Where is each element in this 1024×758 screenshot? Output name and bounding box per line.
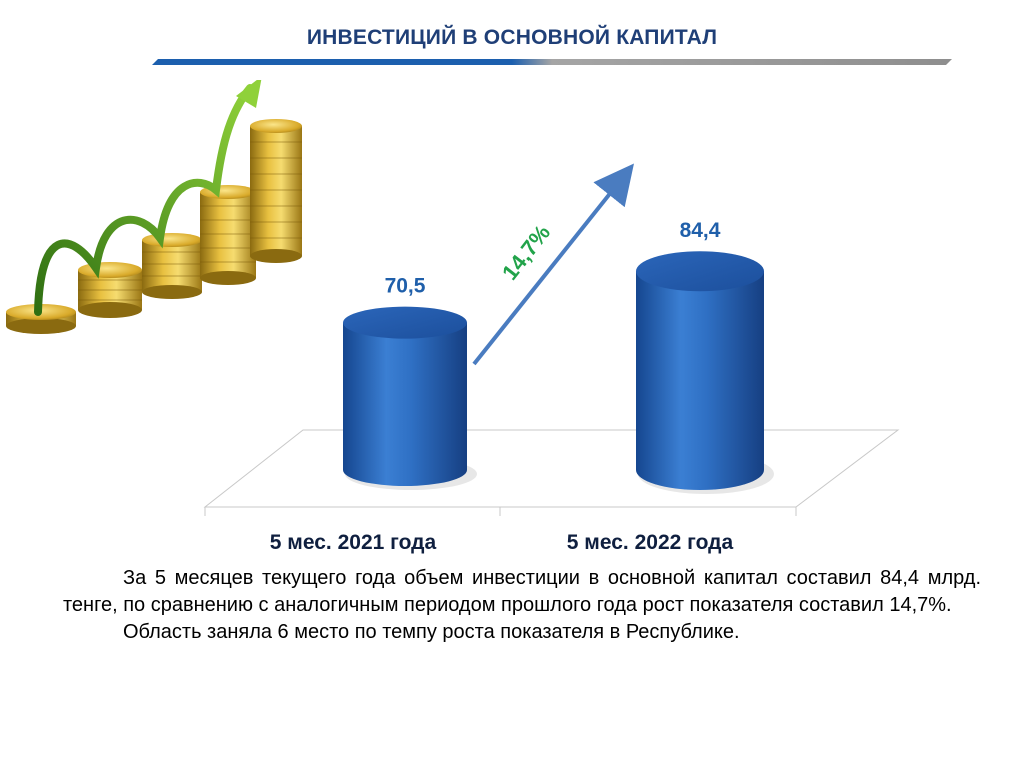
chart-floor: [203, 429, 900, 508]
title-underline: [152, 59, 952, 65]
description-paragraph-2: Область заняла 6 место по темпу роста по…: [123, 621, 740, 643]
description-text: За 5 месяцев текущего года объем инвести…: [63, 565, 981, 646]
value-label-1: 70,5: [385, 275, 426, 298]
bar-2: [636, 251, 774, 494]
growth-arrow: [472, 163, 634, 366]
description-paragraph-1: За 5 месяцев текущего года объем инвести…: [63, 567, 981, 616]
page-title: ИНВЕСТИЦИЙ В ОСНОВНОЙ КАПИТАЛ: [306, 26, 718, 49]
coin-stacks-growth-arrow-icon: [6, 80, 302, 334]
value-label-2: 84,4: [680, 219, 721, 242]
category-label-1: 5 мес. 2021 года: [270, 531, 437, 554]
bar-1: [343, 306, 477, 490]
investment-chart: 70,5 5 мес. 2021 года 84,4 5 мес. 2022 года…: [203, 163, 900, 554]
category-label-2: 5 мес. 2022 года: [567, 531, 734, 554]
